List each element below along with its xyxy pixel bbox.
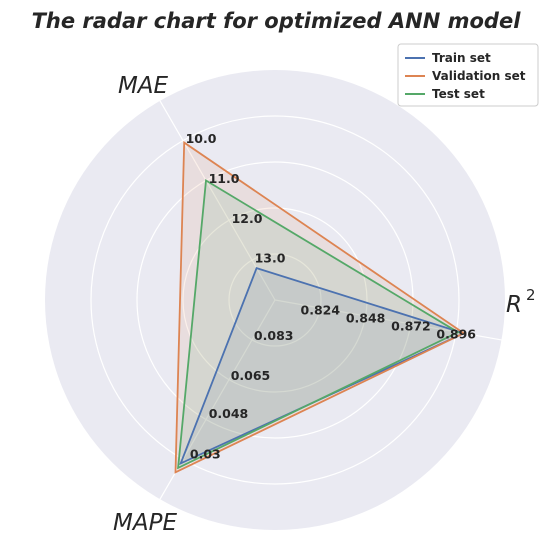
tick-label: 0.03	[190, 446, 221, 461]
grid-circle	[228, 253, 322, 347]
polar-background	[45, 70, 505, 530]
series-fill-0	[180, 268, 464, 464]
legend-entry: Test set	[432, 87, 485, 101]
grid-circle	[136, 161, 414, 439]
tick-label: 10.0	[186, 131, 217, 146]
tick-label: 0.083	[254, 328, 294, 343]
tick-label: 0.872	[391, 319, 431, 334]
series-fill-1	[175, 142, 464, 473]
legend-entry: Train set	[432, 51, 491, 65]
tick-label: 0.048	[209, 406, 249, 421]
axis-label: MAE	[118, 73, 169, 99]
series-polygons	[174, 140, 467, 474]
tick-label: 0.896	[436, 327, 476, 342]
tick-label: 11.0	[209, 171, 240, 186]
tick-labels: 0.824 0.848 0.872 0.896 13.0 12.0 11.0 10.0 0.08…	[186, 131, 477, 461]
axis-labels: R 2 MAE MAPE	[113, 73, 536, 536]
grid-circle	[90, 115, 460, 485]
grid-spoke	[159, 100, 276, 301]
series-line-2	[177, 178, 460, 470]
grid-circle	[182, 207, 368, 393]
tick-label: 0.848	[346, 311, 386, 326]
tick-label: 0.065	[231, 368, 271, 383]
tick-label: 13.0	[255, 251, 286, 266]
legend-entry: Validation set	[432, 69, 526, 83]
axis-label: MAPE	[113, 510, 177, 536]
tick-label: 0.824	[301, 303, 341, 318]
legend-frame	[397, 43, 539, 107]
tick-label: 12.0	[232, 211, 263, 226]
chart-title: The radar chart for optimized ANN model	[32, 9, 522, 33]
series-line-1	[174, 140, 466, 474]
series-fill-2	[178, 180, 459, 468]
legend: Train set Validation set Test set	[397, 43, 539, 107]
